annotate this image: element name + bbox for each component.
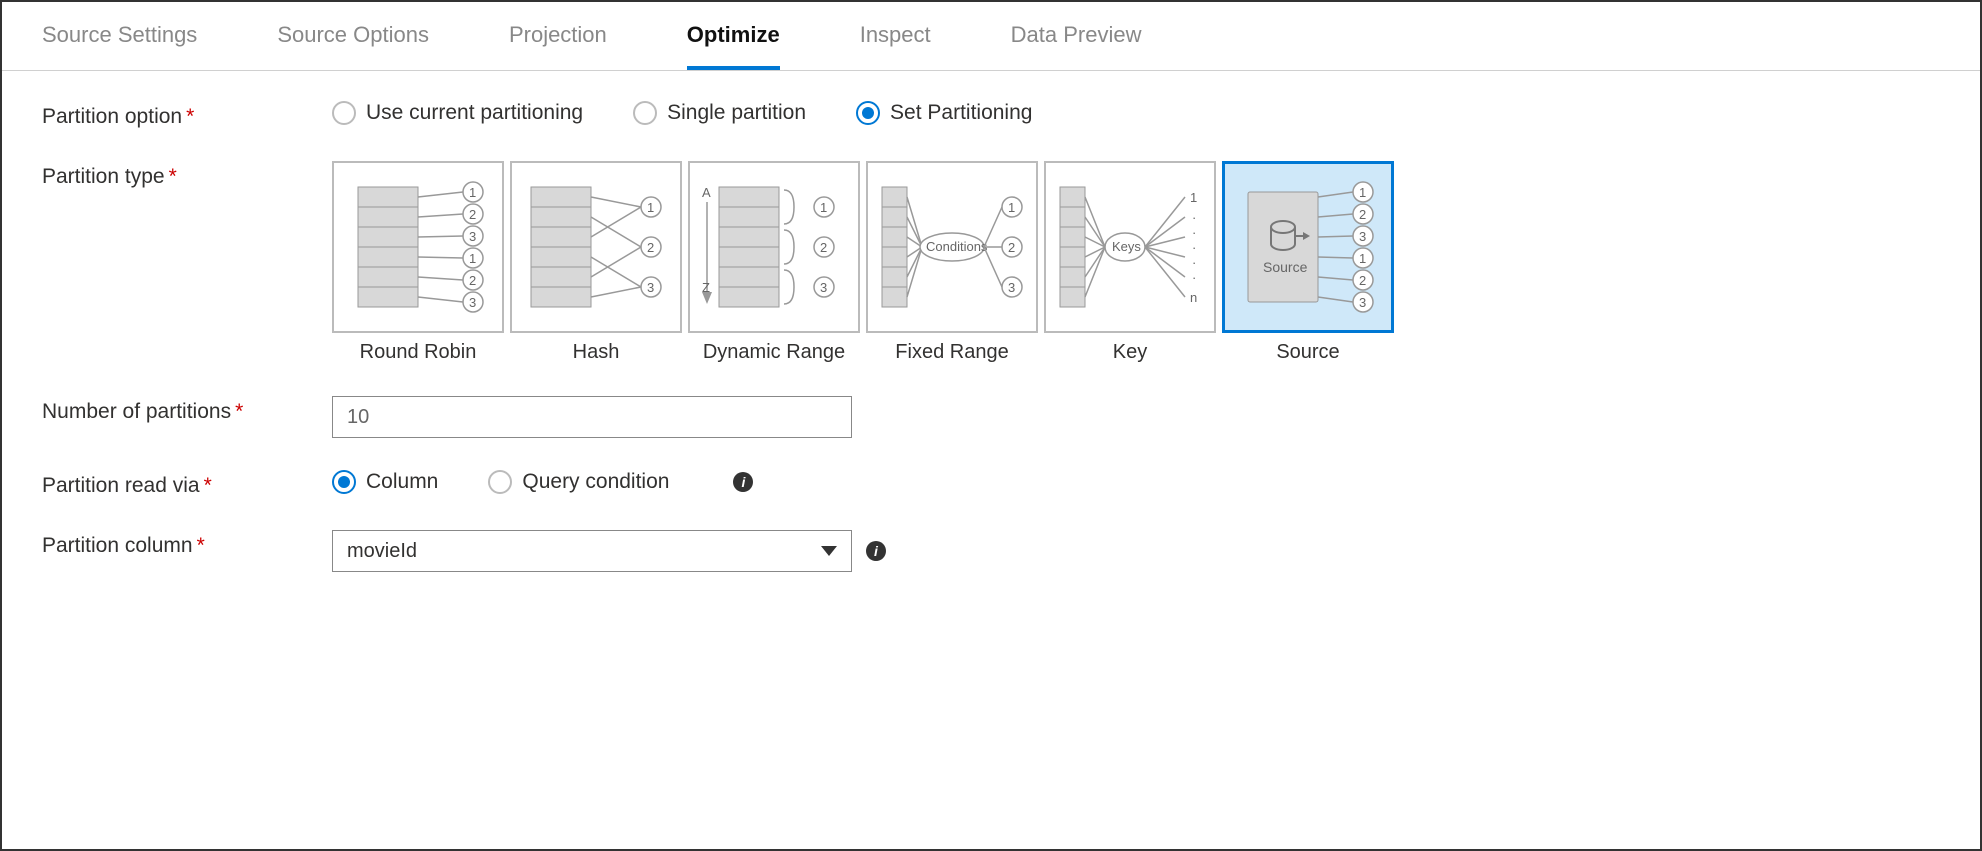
svg-text:3: 3 [1359, 295, 1366, 310]
svg-text:A: A [702, 185, 711, 200]
input-num-partitions[interactable] [332, 396, 852, 438]
label-partition-type: Partition type* [42, 161, 332, 189]
svg-text:2: 2 [1008, 240, 1015, 255]
svg-text:2: 2 [820, 240, 827, 255]
dynamic-range-icon: A Z 1 [694, 172, 854, 322]
svg-text:3: 3 [469, 295, 476, 310]
svg-text:1: 1 [1008, 200, 1015, 215]
label-num-partitions: Number of partitions* [42, 396, 332, 424]
label-partition-column: Partition column* [42, 530, 332, 558]
tab-source-settings[interactable]: Source Settings [42, 22, 197, 70]
svg-text:2: 2 [469, 273, 476, 288]
label-partition-option: Partition option* [42, 101, 332, 129]
chevron-down-icon [821, 546, 837, 556]
tile-label-fixed-range: Fixed Range [895, 341, 1008, 364]
tile-hash[interactable]: 1 2 3 [510, 161, 682, 333]
svg-text:3: 3 [647, 280, 654, 295]
radio-query-condition[interactable]: Query condition [488, 470, 669, 494]
source-icon: Source 1 2 3 1 2 3 [1228, 172, 1388, 322]
svg-text:1: 1 [469, 251, 476, 266]
svg-text:1: 1 [1359, 185, 1366, 200]
tile-label-key: Key [1113, 341, 1147, 364]
svg-text:1: 1 [820, 200, 827, 215]
radio-group-read-via: Column Query condition i [332, 470, 753, 494]
info-icon[interactable]: i [733, 472, 753, 492]
tile-source[interactable]: Source 1 2 3 1 2 3 [1222, 161, 1394, 333]
svg-text:1: 1 [1190, 190, 1197, 205]
radio-set-partitioning[interactable]: Set Partitioning [856, 101, 1032, 125]
svg-text:1: 1 [469, 185, 476, 200]
round-robin-icon: 1 2 3 1 2 3 [338, 172, 498, 322]
svg-text:Keys: Keys [1112, 239, 1141, 254]
svg-text:2: 2 [469, 207, 476, 222]
svg-text:Conditions: Conditions [926, 239, 988, 254]
svg-text:·: · [1192, 225, 1196, 240]
svg-text:3: 3 [469, 229, 476, 244]
tab-projection[interactable]: Projection [509, 22, 607, 70]
svg-text:3: 3 [1008, 280, 1015, 295]
tile-label-dynamic-range: Dynamic Range [703, 341, 845, 364]
radio-group-partition-option: Use current partitioning Single partitio… [332, 101, 1032, 125]
svg-text:·: · [1192, 270, 1196, 285]
svg-text:Z: Z [702, 280, 710, 295]
tab-bar: Source Settings Source Options Projectio… [2, 2, 1980, 71]
fixed-range-icon: Conditions 1 2 3 [872, 172, 1032, 322]
info-icon[interactable]: i [866, 541, 886, 561]
select-partition-column[interactable]: movieId [332, 530, 852, 572]
tile-label-round-robin: Round Robin [360, 341, 477, 364]
tab-inspect[interactable]: Inspect [860, 22, 931, 70]
svg-text:·: · [1192, 210, 1196, 225]
tile-dynamic-range[interactable]: A Z 1 [688, 161, 860, 333]
hash-icon: 1 2 3 [516, 172, 676, 322]
tile-label-source: Source [1276, 341, 1339, 364]
radio-column[interactable]: Column [332, 470, 438, 494]
key-icon: Keys 1 · · · · · [1050, 172, 1210, 322]
svg-text:·: · [1192, 255, 1196, 270]
tile-label-hash: Hash [573, 341, 620, 364]
svg-text:2: 2 [1359, 207, 1366, 222]
svg-text:3: 3 [1359, 229, 1366, 244]
tab-data-preview[interactable]: Data Preview [1011, 22, 1142, 70]
svg-text:Source: Source [1263, 259, 1308, 275]
radio-single-partition[interactable]: Single partition [633, 101, 806, 125]
radio-use-current[interactable]: Use current partitioning [332, 101, 583, 125]
svg-text:·: · [1192, 240, 1196, 255]
svg-text:3: 3 [820, 280, 827, 295]
svg-text:2: 2 [1359, 273, 1366, 288]
partition-type-tiles: 1 2 3 1 2 3 Round Robin [332, 161, 1394, 364]
svg-text:1: 1 [647, 200, 654, 215]
tab-optimize[interactable]: Optimize [687, 22, 780, 70]
svg-text:n: n [1190, 290, 1197, 305]
tile-round-robin[interactable]: 1 2 3 1 2 3 [332, 161, 504, 333]
tile-key[interactable]: Keys 1 · · · · · [1044, 161, 1216, 333]
label-read-via: Partition read via* [42, 470, 332, 498]
tile-fixed-range[interactable]: Conditions 1 2 3 [866, 161, 1038, 333]
svg-text:1: 1 [1359, 251, 1366, 266]
svg-text:2: 2 [647, 240, 654, 255]
tab-source-options[interactable]: Source Options [277, 22, 429, 70]
